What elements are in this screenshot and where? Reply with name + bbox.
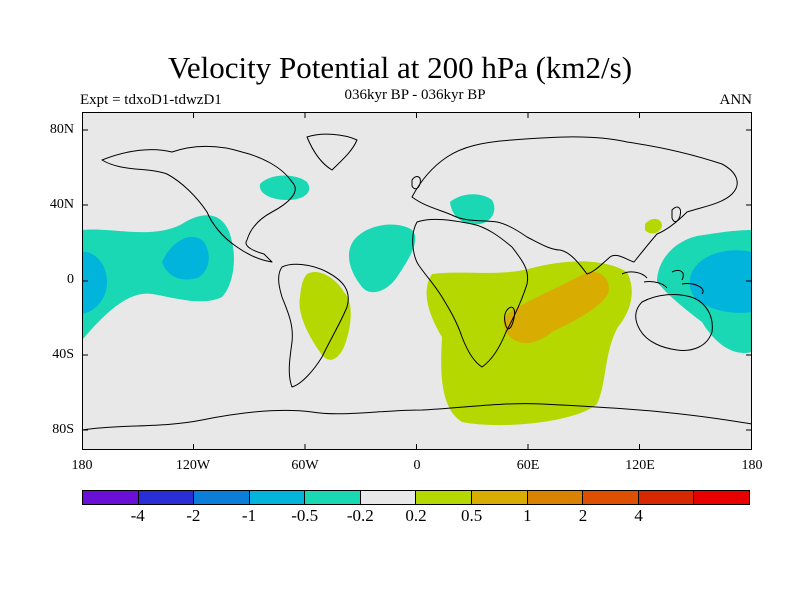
coastlines xyxy=(82,133,752,431)
map-panel xyxy=(82,112,752,450)
lon-label-120e: 120E xyxy=(625,458,655,473)
colorbar xyxy=(82,490,750,505)
lon-label-180-west: 180 xyxy=(71,458,93,473)
colorbar-box xyxy=(638,491,695,504)
coastline-greenland xyxy=(306,133,358,171)
tick-marks xyxy=(82,112,752,450)
lat-label-40n: 40N xyxy=(49,197,74,212)
colorbar-box xyxy=(138,491,195,504)
colorbar-label: 0.2 xyxy=(405,506,427,525)
coastline-antarctica xyxy=(82,403,752,431)
contour-dateline-core-west xyxy=(82,251,107,314)
colorbar-box xyxy=(583,491,639,504)
contour-south-america xyxy=(299,272,351,360)
colorbar-label: 4 xyxy=(634,506,643,525)
coastline-madagascar xyxy=(504,306,515,330)
colorbar-box xyxy=(694,491,749,504)
colorbar-box xyxy=(416,491,473,504)
coastline-uk xyxy=(411,176,421,190)
lon-label-60e: 60E xyxy=(516,458,540,473)
coastline-north-america xyxy=(101,145,296,263)
contour-east-china-sea xyxy=(645,218,662,234)
season-label: ANN xyxy=(719,92,753,108)
period-label: 036kyr BP - 036kyr BP xyxy=(344,87,486,103)
lon-label-0: 0 xyxy=(413,458,421,473)
coastline-africa xyxy=(412,218,529,368)
lat-label-80n: 80N xyxy=(49,122,74,137)
lon-label-60w: 60W xyxy=(291,458,319,473)
coastline-maritime-continent xyxy=(621,269,704,295)
lat-label-40s: 40S xyxy=(52,347,74,362)
coastline-japan xyxy=(671,206,681,223)
plot-title: Velocity Potential at 200 hPa (km2/s) xyxy=(167,50,633,85)
colorbar-box xyxy=(249,491,306,504)
colorbar-box xyxy=(83,491,139,504)
colorbar-label: 2 xyxy=(578,506,588,525)
contour-north-america xyxy=(259,175,310,200)
map-svg xyxy=(82,112,752,450)
contour-west-pacific-core xyxy=(689,250,752,313)
colorbar-box xyxy=(472,491,528,504)
colorbar-box xyxy=(360,491,417,504)
colorbar-label: -4 xyxy=(130,506,145,525)
lat-label-0: 0 xyxy=(67,272,74,287)
colorbar-label: -1 xyxy=(241,506,257,525)
lat-label-80s: 80S xyxy=(52,422,74,437)
coastline-south-america xyxy=(278,263,349,388)
experiment-label: Expt = tdxoD1-tdwzD1 xyxy=(80,92,222,108)
colorbar-box xyxy=(194,491,250,504)
colorbar-box xyxy=(305,491,361,504)
contour-east-pacific-core xyxy=(162,236,209,280)
lon-label-120w: 120W xyxy=(175,458,211,473)
colorbar-label: 1 xyxy=(523,506,532,525)
coastline-australia xyxy=(635,294,713,351)
colorbar-label: -0.2 xyxy=(346,506,374,525)
colorbar-label: -2 xyxy=(186,506,201,525)
lon-label-180-east: 180 xyxy=(741,458,763,473)
colorbar-label: -0.5 xyxy=(291,506,319,525)
coastline-europe-asia xyxy=(411,136,738,275)
colorbar-box xyxy=(527,491,584,504)
contour-indian-ocean-max xyxy=(503,271,609,344)
contour-tropical-atlantic xyxy=(348,224,416,293)
contour-mediterranean xyxy=(450,194,495,225)
colorbar-label: 0.5 xyxy=(461,506,483,525)
